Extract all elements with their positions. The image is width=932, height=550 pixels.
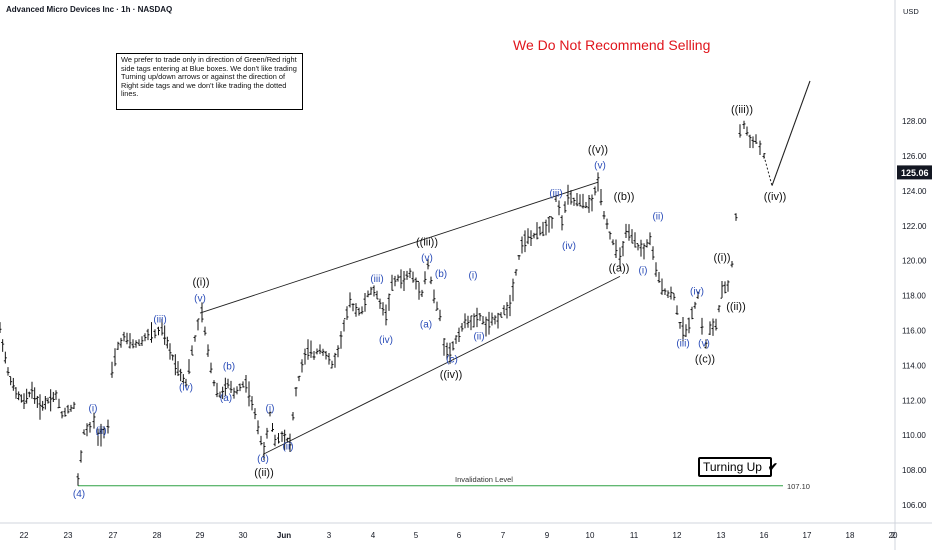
wave-label: (b) [223, 361, 235, 372]
time-axis[interactable]: 22 23 27 28 29 30 Jun 3 4 5 6 7 9 10 11 12 13 16 17 18 202 [0, 522, 932, 540]
wave-labels: (4)(i)(ii)(iii)(iv)((i))(v)(b)(a)(i)(c)(… [73, 104, 786, 500]
invalidation-level: Invalidation Level 107.10 [78, 475, 810, 491]
channel-line [262, 276, 621, 455]
wave-label: (c) [257, 454, 269, 465]
time-tick-label: 11 [630, 531, 639, 540]
current-price-label: 125.06 [901, 168, 929, 178]
wave-label: (ii) [473, 332, 484, 343]
time-tick-label: 4 [371, 531, 376, 540]
invalidation-value: 107.10 [787, 482, 810, 491]
wave-label: (iv) [690, 286, 704, 297]
time-tick-label: Jun [277, 531, 291, 540]
wave-label: (i) [639, 265, 648, 276]
wave-label: (ii) [282, 442, 293, 453]
wave-label: (ii) [652, 211, 663, 222]
time-tick-label: 2 [891, 531, 896, 540]
current-price-box [897, 165, 932, 180]
price-tick-label: 124.00 [902, 187, 927, 196]
time-tick-label: 10 [586, 531, 595, 540]
price-tick-label: 128.00 [902, 117, 927, 126]
wave-label: (v) [421, 253, 433, 264]
wave-label: (v) [698, 339, 710, 350]
wave-label: ((i)) [192, 277, 209, 289]
projection-dotted-line [763, 155, 773, 186]
disclaimer-text: We Do Not Recommend Selling [513, 37, 711, 53]
wave-label: (iii) [549, 189, 562, 200]
strategy-note: We prefer to trade only in direction of … [116, 53, 303, 110]
time-tick-label: 28 [153, 531, 162, 540]
time-tick-label: 29 [196, 531, 205, 540]
wave-label: (iii) [676, 339, 689, 350]
wave-label: (v) [594, 161, 606, 172]
channel-line [199, 181, 599, 314]
price-bars [0, 120, 766, 486]
time-tick-label: 23 [64, 531, 73, 540]
turning-up-label: Turning Up [703, 460, 762, 474]
wave-label: ((iii)) [731, 104, 753, 116]
wave-label: ((iii)) [416, 237, 438, 249]
time-tick-label: 18 [846, 531, 855, 540]
time-tick-label: 22 [20, 531, 29, 540]
price-tick-label: 114.00 [902, 361, 926, 370]
wave-label: (iv) [179, 382, 193, 393]
price-tick-label: 110.00 [902, 431, 926, 440]
wave-label: (iii) [153, 314, 166, 325]
wave-label: ((ii)) [726, 301, 746, 313]
wave-label: ((v)) [588, 144, 608, 156]
projection-path [763, 80, 811, 186]
time-tick-label: 12 [673, 531, 682, 540]
current-price-tag: 125.06 [897, 165, 932, 180]
wave-label: ((iv)) [764, 191, 787, 203]
time-tick-label: 6 [457, 531, 462, 540]
wave-label: ((iv)) [440, 369, 463, 381]
wave-label: (i) [469, 271, 478, 282]
wave-label: ((i)) [713, 252, 730, 264]
turning-up-badge: Turning Up ✔ [698, 457, 778, 477]
time-tick-label: 27 [109, 531, 118, 540]
wave-label: (i) [266, 403, 275, 414]
time-tick-label: 5 [414, 531, 419, 540]
wave-label: (a) [220, 393, 232, 404]
time-tick-label: 9 [545, 531, 550, 540]
symbol-title: Advanced Micro Devices Inc · 1h · NASDAQ [6, 5, 173, 14]
time-tick-label: 20 [889, 531, 898, 540]
wave-label: (i) [89, 403, 98, 414]
currency-label: USD [903, 7, 919, 16]
wave-label: ((ii)) [254, 467, 274, 479]
time-tick-label: 3 [327, 531, 332, 540]
price-tick-label: 112.00 [902, 396, 926, 405]
wave-label: (ii) [95, 426, 106, 437]
price-tick-label: 122.00 [902, 222, 927, 231]
time-tick-label: 7 [501, 531, 506, 540]
wave-label: ((a)) [609, 263, 630, 275]
price-tick-label: 120.00 [902, 257, 927, 266]
wave-label: (iii) [370, 274, 383, 285]
price-tick-label: 108.00 [902, 466, 927, 475]
wave-label: (4) [73, 489, 85, 500]
check-icon: ✔ [767, 460, 778, 474]
wave-label: ((c)) [695, 353, 715, 365]
price-tick-label: 118.00 [902, 292, 926, 301]
wave-label: (c) [446, 354, 458, 365]
wave-label: (a) [420, 320, 432, 331]
time-tick-label: 17 [803, 531, 812, 540]
price-tick-label: 126.00 [902, 152, 927, 161]
time-tick-label: 16 [760, 531, 769, 540]
invalidation-label: Invalidation Level [455, 475, 513, 484]
price-tick-label: 106.00 [902, 501, 927, 510]
time-tick-label: 13 [717, 531, 726, 540]
wedge-channel [199, 181, 621, 455]
projection-solid-line [771, 80, 811, 186]
wave-label: (iv) [379, 335, 393, 346]
wave-label: (v) [194, 293, 206, 304]
time-tick-label: 30 [239, 531, 248, 540]
wave-label: ((b)) [614, 191, 635, 203]
wave-label: (b) [435, 269, 447, 280]
price-tick-label: 116.00 [902, 327, 926, 336]
price-axis[interactable]: 106.00 108.00 110.00 112.00 114.00 116.00 118.… [894, 0, 927, 550]
wave-label: (iv) [562, 241, 576, 252]
